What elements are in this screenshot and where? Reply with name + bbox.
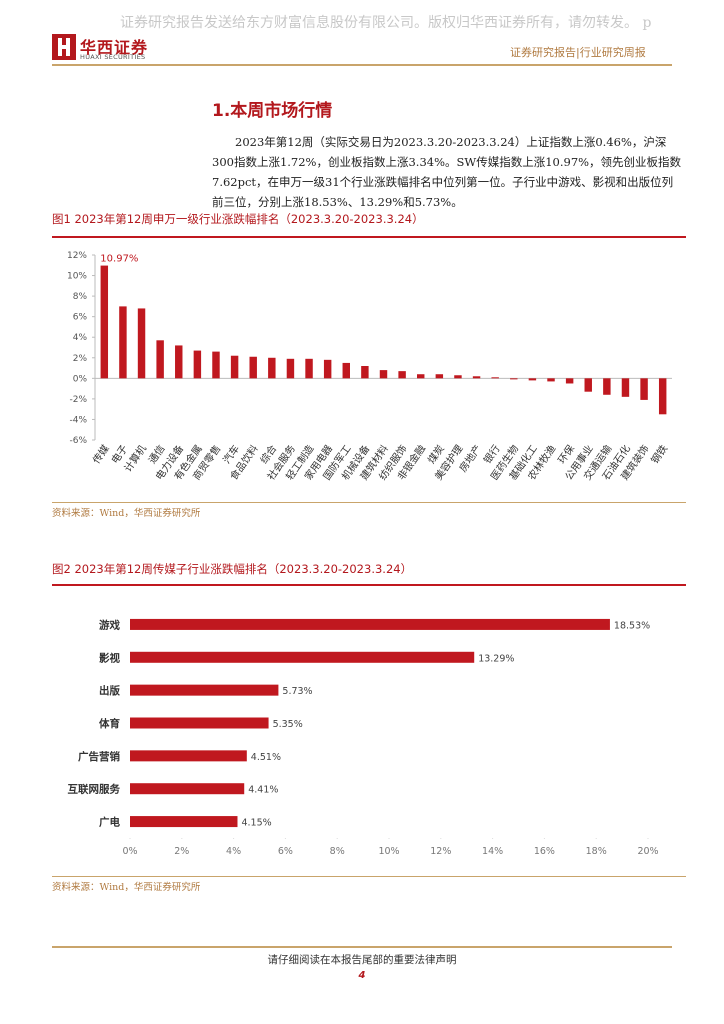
x-tick-label: 10% [378, 846, 399, 857]
y-tick-label: 10% [67, 272, 87, 282]
figure-caption: 图2 2023年第12周传媒子行业涨跌幅排名（2023.3.20-2023.3.… [52, 562, 413, 576]
source-rule [52, 502, 686, 503]
x-tick-label: 钢铁 [648, 442, 670, 466]
y-tick-label: -4% [69, 415, 87, 425]
bar [130, 651, 475, 663]
value-label: 18.53% [614, 620, 650, 631]
bar [305, 358, 313, 379]
bar [361, 366, 369, 379]
source-rule [52, 876, 686, 877]
value-label: 5.35% [273, 719, 303, 730]
x-tick-label: 18% [586, 846, 607, 857]
bar [130, 717, 269, 729]
bar [510, 378, 518, 380]
value-label: 4.15% [241, 818, 271, 829]
bar [417, 374, 425, 379]
y-tick-label: 体育 [99, 717, 120, 730]
source: 资料来源：Wind，华西证券研究所 [52, 508, 201, 519]
logo-en: HUAXI SECURITIES [80, 53, 146, 61]
x-tick-label: 2% [174, 846, 189, 857]
value-label: 4.51% [251, 752, 281, 763]
value-label: 13.29% [478, 653, 514, 664]
x-tick-label: 14% [482, 846, 503, 857]
footer-rule [52, 946, 672, 948]
bar [379, 370, 388, 379]
header-rule [52, 64, 672, 66]
bar [230, 355, 239, 379]
bar [130, 684, 279, 696]
bar [398, 371, 406, 379]
bar [603, 378, 611, 395]
footer-notice: 请仔细阅读在本报告尾部的重要法律声明 [267, 954, 457, 966]
bar [584, 378, 592, 392]
y-tick-label: 12% [67, 251, 87, 261]
bar [137, 308, 146, 379]
report-type: 证券研究报告|行业研究周报 [510, 46, 646, 59]
y-tick-label: 影视 [99, 651, 120, 664]
caption-rule [52, 236, 686, 238]
bar [286, 358, 295, 379]
bar [472, 376, 481, 379]
y-tick-label: 广告营销 [78, 750, 120, 763]
y-tick-label: 8% [73, 292, 88, 302]
caption-rule [52, 584, 686, 586]
bar [565, 378, 574, 384]
page-number: 4 [358, 970, 366, 981]
figure-caption: 图1 2023年第12周申万一级行业涨跌幅排名（2023.3.20-2023.3… [52, 212, 424, 226]
bar [212, 351, 220, 379]
bar [454, 375, 462, 379]
bar [658, 378, 667, 415]
bar [130, 750, 247, 762]
bar [119, 306, 127, 379]
bar [268, 357, 276, 379]
y-tick-label: 6% [73, 313, 88, 323]
y-tick-label: 游戏 [99, 618, 120, 631]
logo-icon [52, 34, 76, 60]
bar [435, 374, 444, 379]
chart: -6%-4%-2%0%2%4%6%8%10%12%传媒10.97%电子计算机通信… [67, 251, 672, 482]
y-tick-label: 出版 [99, 684, 120, 697]
x-tick-label: 12% [430, 846, 451, 857]
y-tick-label: 0% [73, 374, 88, 384]
y-tick-label: 2% [73, 354, 88, 364]
x-tick-label: 8% [330, 846, 345, 857]
bar [175, 345, 183, 379]
bar [528, 378, 537, 381]
y-tick-label: -2% [69, 395, 87, 405]
bar [100, 265, 109, 379]
watermark: 证券研究报告发送给东方财富信息股份有限公司。版权归华西证券所有，请勿转发。 p [120, 15, 652, 31]
logo-text: 华西证券 [80, 38, 149, 57]
chart: 0% 2% 4% 6% 8% 10% 12% 14% 16% 18% 20% 游戏 18.53% 影视 13… [68, 618, 659, 857]
bar [491, 377, 499, 379]
x-tick-label: 4% [226, 846, 241, 857]
y-tick-label: 4% [73, 333, 88, 343]
source: 资料来源：Wind，华西证券研究所 [52, 882, 201, 893]
bar [156, 340, 164, 379]
x-tick-label: 传媒 [90, 443, 111, 466]
bar [193, 350, 202, 379]
bar [640, 378, 648, 400]
paragraph: 2023年第12周（实际交易日为2023.3.20-2023.3.24）上证指数… [212, 135, 682, 209]
value-label: 4.41% [248, 785, 278, 796]
bar [130, 618, 610, 630]
bar [249, 356, 257, 379]
value-label: 10.97% [100, 254, 138, 265]
x-tick-label: 20% [637, 846, 658, 857]
bar [342, 362, 350, 379]
bar [621, 378, 630, 397]
value-label: 5.73% [282, 686, 312, 697]
bar [547, 378, 555, 382]
bar [323, 359, 332, 379]
x-tick-label: 0% [122, 846, 137, 857]
y-tick-label: 广电 [99, 816, 120, 829]
x-tick-label: 6% [278, 846, 293, 857]
y-tick-label: -6% [69, 436, 87, 446]
bar [130, 783, 245, 795]
bar [130, 816, 238, 828]
y-tick-label: 互联网服务 [68, 783, 121, 796]
x-tick-label: 16% [534, 846, 555, 857]
section-title: 1.本周市场行情 [212, 101, 333, 121]
